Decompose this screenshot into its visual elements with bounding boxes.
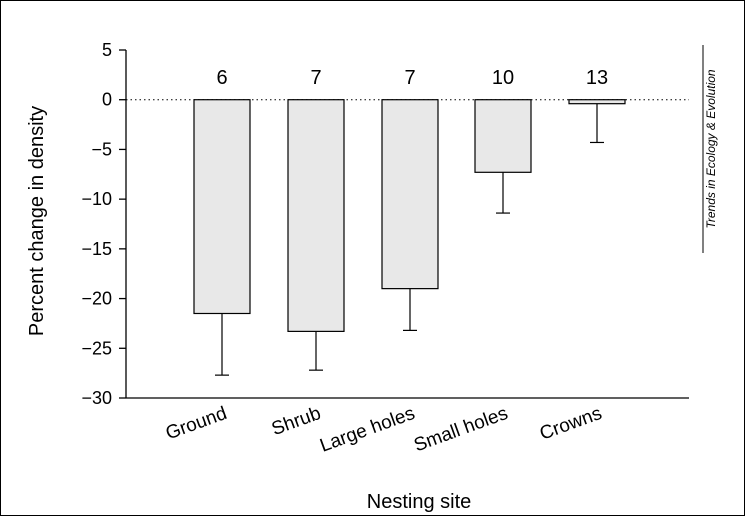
bar-ground <box>193 99 251 315</box>
y-tick-label: −30 <box>81 388 112 408</box>
y-tick-label: −5 <box>91 139 112 159</box>
bar-shrub <box>287 99 345 332</box>
y-tick-label: −25 <box>81 338 112 358</box>
bar-large-holes <box>381 99 439 290</box>
y-tick-label: −15 <box>81 239 112 259</box>
category-label: Large holes <box>317 403 417 457</box>
y-tick-label: −20 <box>81 289 112 309</box>
y-tick-label: −10 <box>81 189 112 209</box>
journal-watermark: Trends in Ecology & Evolution <box>704 69 718 229</box>
sample-size-label: 13 <box>586 67 608 89</box>
sample-size-label: 7 <box>404 67 415 89</box>
category-label: Ground <box>163 403 230 444</box>
y-axis-title: Percent change in density <box>26 106 48 336</box>
bar-small-holes <box>474 99 532 173</box>
category-label: Crowns <box>537 403 605 445</box>
category-label: Shrub <box>269 403 324 440</box>
y-tick-label: 0 <box>102 90 112 110</box>
bars <box>193 99 626 376</box>
x-axis-title: Nesting site <box>367 491 472 513</box>
sample-size-label: 7 <box>310 67 321 89</box>
axes: 5 0 −5 −10 −15 −20 −25 −30 <box>81 40 689 408</box>
bar-crowns <box>568 99 626 105</box>
y-tick-label: 5 <box>102 40 112 60</box>
category-label: Small holes <box>411 403 510 456</box>
sample-size-label: 6 <box>216 67 227 89</box>
sample-size-label: 10 <box>492 67 514 89</box>
